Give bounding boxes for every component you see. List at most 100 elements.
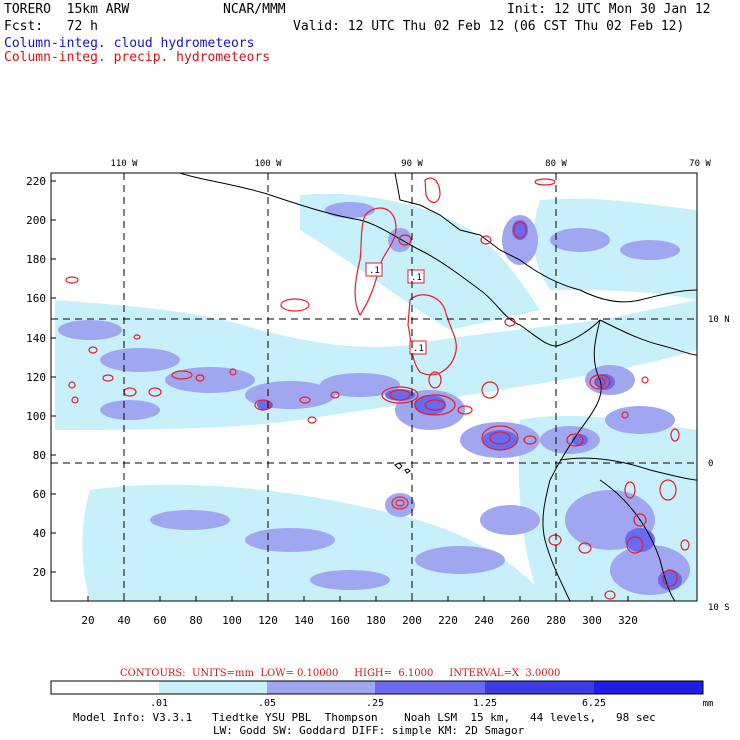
contour [594, 377, 606, 387]
shade-patch [310, 570, 390, 590]
lon-label: 70 W [689, 159, 711, 169]
contour [414, 394, 456, 416]
contour [391, 496, 409, 510]
model-info: Model Info: V3.3.1 Tiedtke YSU PBL Thomp… [73, 711, 656, 724]
latitude-labels: 10 N 0 10 S [708, 315, 730, 613]
lon-label: 90 W [401, 159, 423, 169]
contour [633, 513, 647, 527]
contour [428, 371, 442, 389]
y-tick-label: 40 [33, 527, 46, 540]
init-time: Init: 12 UTC Mon 30 Jan 12 [507, 2, 711, 17]
coastline-south-america-west [542, 319, 602, 601]
colorbar-bin-2 [159, 681, 267, 694]
x-axis: 20 40 60 80 100 120 140 160 180 200 220 … [81, 596, 638, 627]
contour [395, 499, 405, 507]
field-cloud-label: Column-integ. cloud hydrometeors [4, 36, 255, 51]
contour [480, 235, 492, 245]
coastlines [179, 173, 697, 601]
contour [424, 399, 446, 411]
shade-patch [550, 228, 610, 252]
contour [513, 221, 527, 239]
y-tick-label: 180 [26, 253, 46, 266]
lat-label: 10 S [708, 603, 730, 613]
cloud-hydrometeor-shading [55, 193, 697, 601]
y-tick-label: 20 [33, 566, 46, 579]
colorbar-bin-6 [594, 681, 703, 694]
x-tick-label: 320 [618, 614, 638, 627]
colorbar-frame [50, 680, 704, 695]
x-tick-label: 20 [81, 614, 94, 627]
contour [680, 539, 690, 551]
colorbar-label: .05 [258, 698, 276, 709]
contour [589, 374, 611, 390]
shade-core [414, 395, 446, 415]
forecast-hour: Fcst: 72 h [4, 19, 98, 34]
contour [534, 178, 556, 186]
y-tick-label: 80 [33, 449, 46, 462]
shade-patch [150, 510, 230, 530]
contour [398, 234, 412, 246]
lat-label: 0 [708, 459, 713, 469]
x-tick-label: 180 [366, 614, 386, 627]
map-panel: .1 .1 .1 220 200 180 160 140 120 100 80 [26, 159, 730, 627]
y-axis: 220 200 180 160 140 120 100 80 60 40 20 [26, 175, 56, 579]
contour [254, 399, 272, 411]
shade-core [658, 570, 682, 590]
contour-central-america [354, 207, 397, 317]
contour [171, 370, 193, 380]
contour-info: CONTOURS: UNITS=mm LOW= 0.10000 HIGH= 6.… [120, 668, 561, 679]
x-tick-label: 200 [402, 614, 422, 627]
colorbar-bin-3 [267, 681, 375, 694]
valid-time: Valid: 12 UTC Thu 02 Feb 12 (06 CST Thu … [293, 19, 685, 34]
colorbar-label: 1.25 [473, 698, 497, 709]
contour-central-america [407, 294, 457, 376]
field-precip-label: Column-integ. precip. hydrometeors [4, 50, 271, 65]
shade-patch [385, 493, 415, 517]
x-tick-label: 60 [153, 614, 166, 627]
lon-label: 110 W [110, 159, 138, 169]
contour [504, 317, 516, 327]
x-tick-label: 160 [330, 614, 350, 627]
longitude-labels: 110 W 100 W 90 W 80 W 70 W [110, 159, 711, 169]
colorbar-bin-5 [485, 681, 594, 694]
lon-label: 100 W [254, 159, 282, 169]
y-tick-label: 140 [26, 332, 46, 345]
shade-patch [620, 240, 680, 260]
contour [133, 334, 141, 340]
shade-patch [480, 505, 540, 535]
colorbar-bin-1 [51, 681, 159, 694]
shade-central-am [300, 193, 540, 330]
shade-patch [388, 228, 412, 252]
lon-label: 80 W [545, 159, 567, 169]
colorbar: .01 .05 .25 1.25 6.25 mm [50, 680, 713, 709]
contour [229, 368, 237, 376]
model-physics: LW: Godd SW: Goddard DIFF: simple KM: 2D… [213, 724, 525, 737]
shade-patch [605, 406, 675, 434]
y-tick-label: 100 [26, 410, 46, 423]
coastline-yucatan [394, 173, 521, 261]
y-tick-label: 160 [26, 292, 46, 305]
shade-core [257, 400, 273, 410]
x-tick-label: 220 [438, 614, 458, 627]
contour [604, 590, 616, 600]
contour [102, 374, 114, 382]
shade-patch [165, 367, 255, 393]
shade-patch [325, 202, 375, 218]
contour [578, 542, 592, 554]
contour [481, 425, 519, 451]
colorbar-label: .01 [150, 698, 168, 709]
contour-central-america [424, 177, 441, 204]
precip-hydrometeor-contours [65, 177, 690, 600]
shade-patch [245, 528, 335, 552]
shade-core [625, 528, 655, 552]
y-tick-label: 120 [26, 371, 46, 384]
contour [457, 405, 473, 415]
model-title: TORERO 15km ARW [4, 2, 130, 17]
border-ecuador [559, 457, 697, 481]
contour [381, 386, 419, 404]
contour [65, 276, 79, 284]
contour [71, 396, 79, 404]
contour [481, 381, 499, 399]
contour [624, 481, 636, 499]
contour [195, 374, 205, 382]
